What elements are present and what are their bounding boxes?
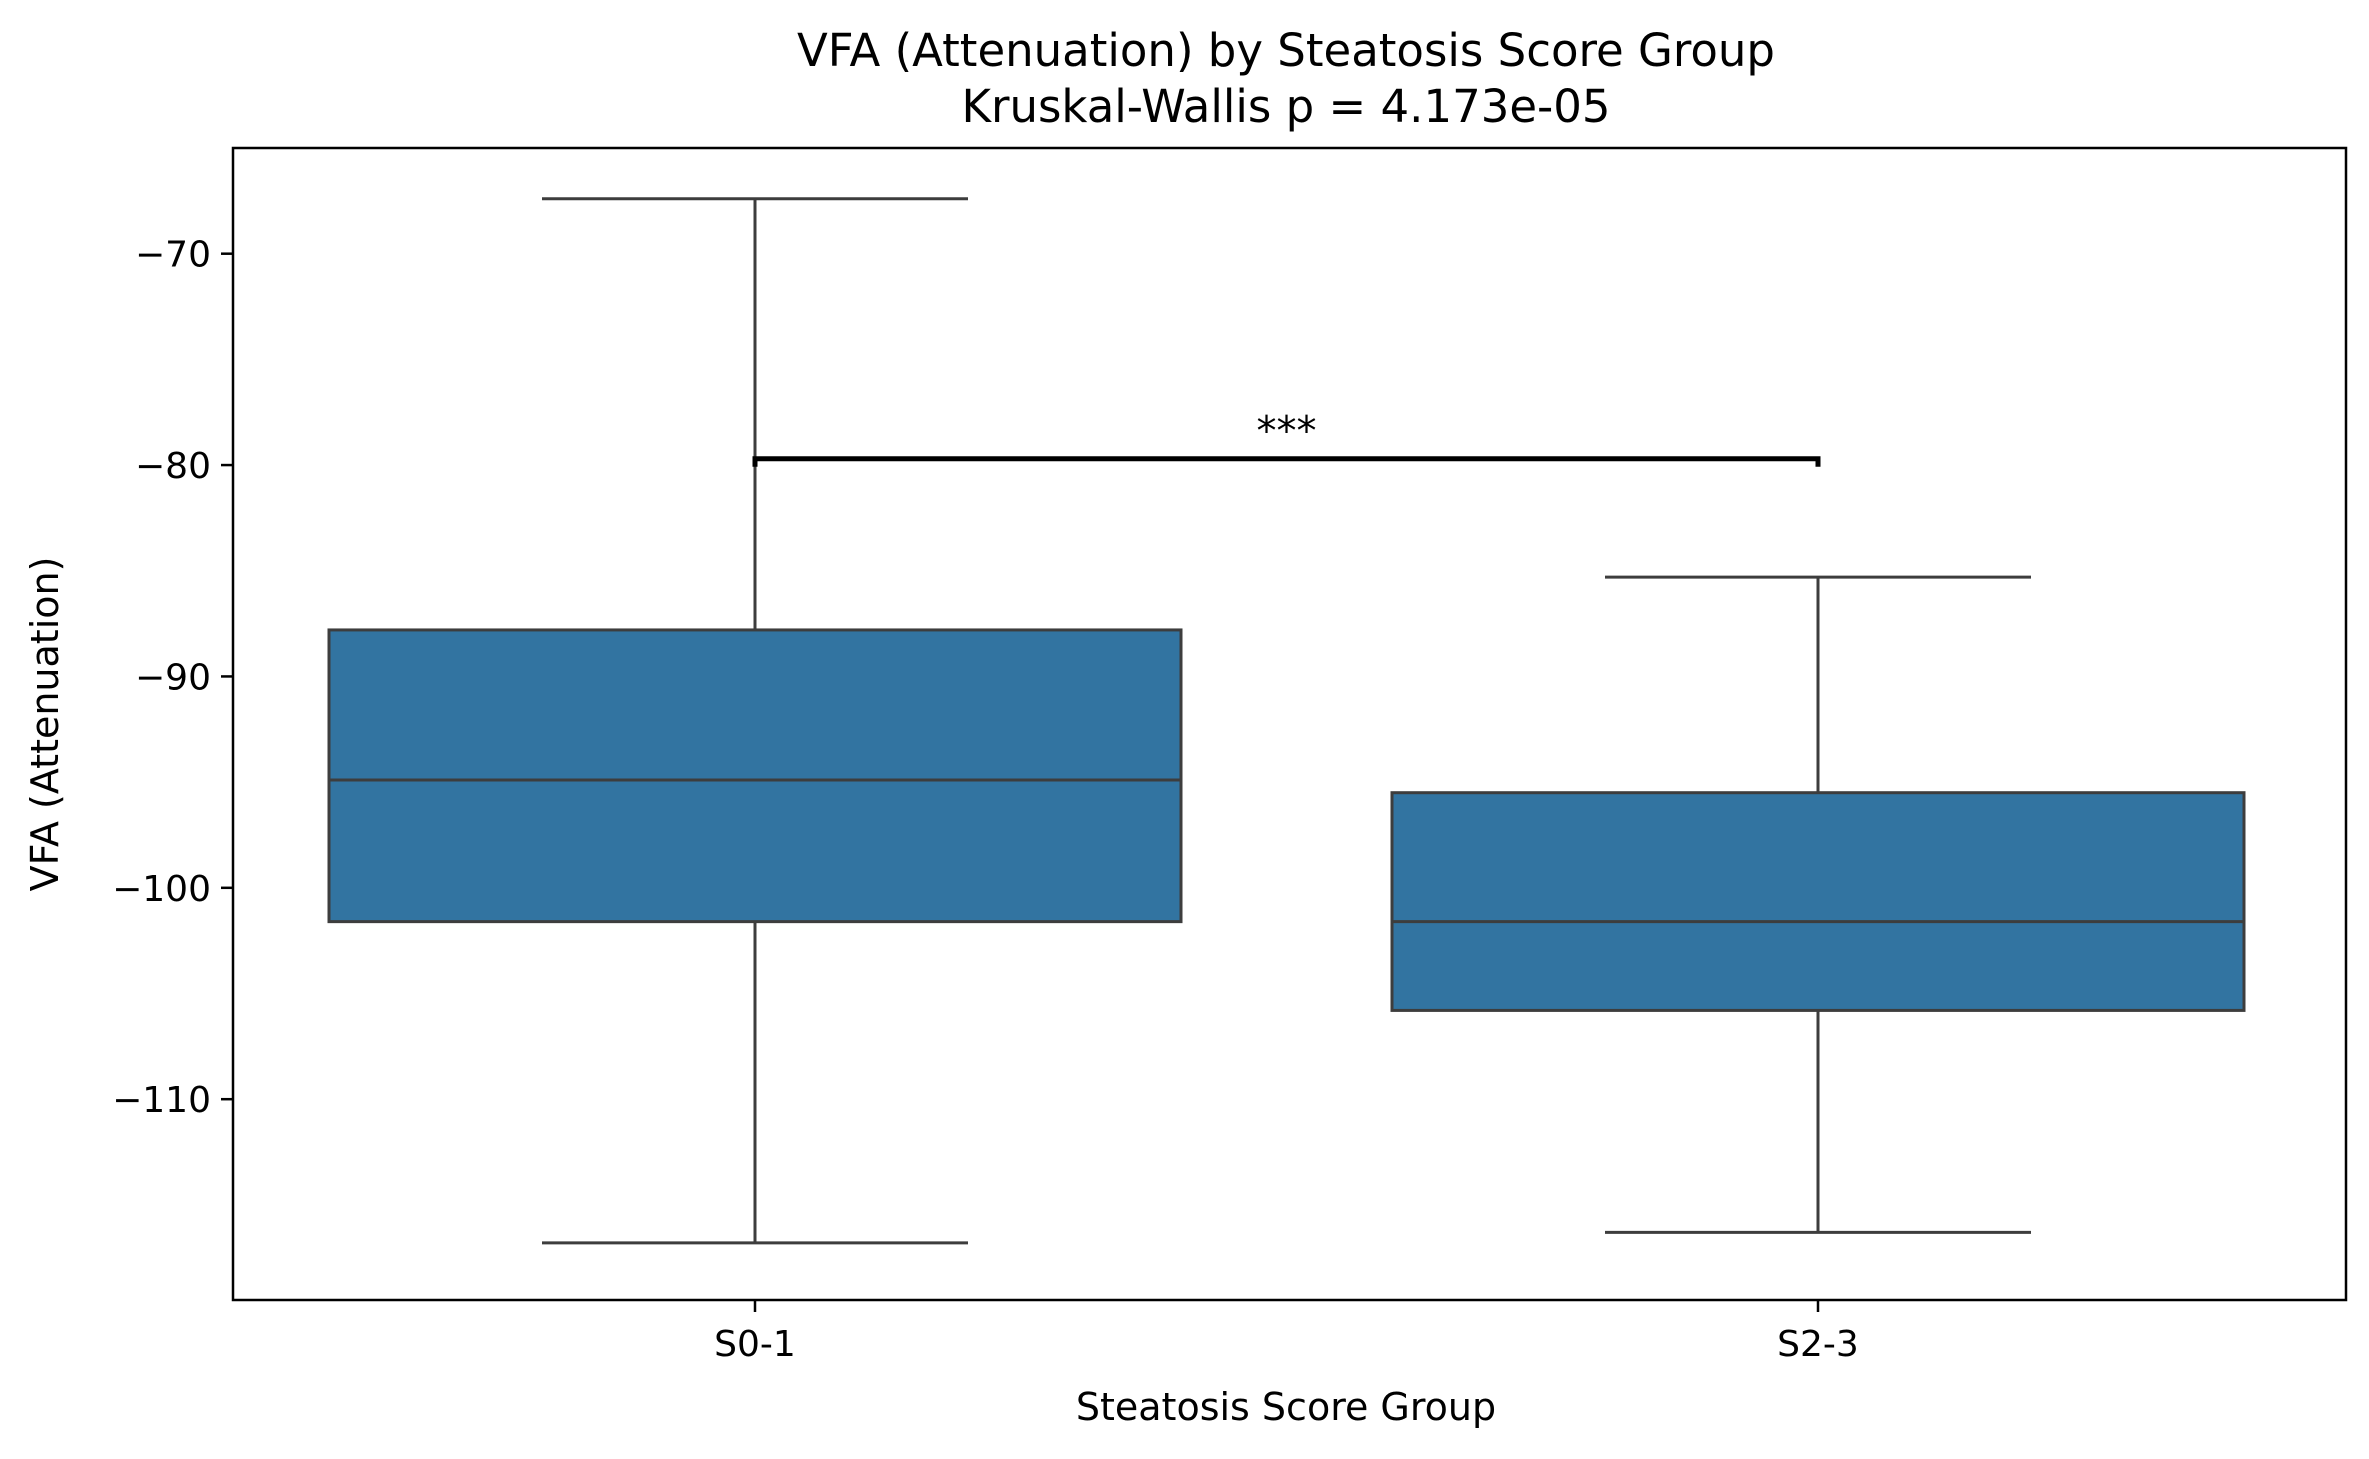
chart-subtitle: Kruskal-Wallis p = 4.173e-05	[961, 80, 1610, 133]
significance-bracket	[752, 456, 1821, 467]
plot-frame	[231, 146, 2348, 1302]
y-tick-label: −90	[135, 657, 211, 698]
y-tick-label: −80	[135, 446, 211, 487]
significance-label: ***	[1257, 409, 1317, 455]
y-tick-label: −100	[112, 869, 211, 910]
box-s0-1	[327, 628, 1183, 924]
chart-title: VFA (Attenuation) by Steatosis Score Gro…	[797, 24, 1775, 77]
y-tick-label: −70	[135, 235, 211, 276]
y-axis-label: VFA (Attenuation)	[23, 557, 67, 892]
box-s2-3	[1390, 791, 2246, 1012]
x-tick-label: S2-3	[1777, 1324, 1859, 1365]
plot-elements: ***	[327, 197, 2246, 1245]
y-tick-label: −110	[112, 1080, 211, 1121]
x-tick-label: S0-1	[714, 1324, 796, 1365]
x-axis-label: Steatosis Score Group	[1076, 1385, 1496, 1429]
x-axis: S0-1 S2-3	[714, 1300, 1859, 1365]
y-axis: −110 −100 −90 −80 −70	[112, 235, 233, 1121]
